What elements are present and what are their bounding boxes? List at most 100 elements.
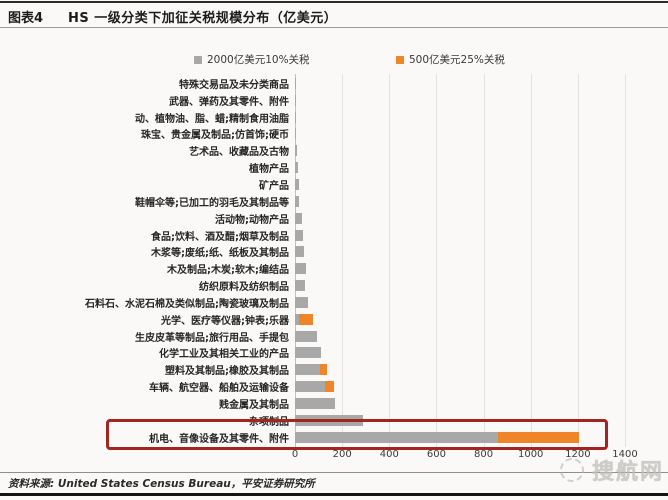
category-label: 食品;饮料、酒及醋;烟草及制品 <box>151 231 289 243</box>
x-tick-label: 1400 <box>612 449 638 460</box>
bar-2000b-segment <box>295 162 298 174</box>
gridline <box>389 74 391 447</box>
legend-label: 2000亿美元10%关税 <box>207 54 310 66</box>
bar-2000b-segment <box>295 145 297 157</box>
category-row: 塑料及其制品;橡胶及其制品 <box>0 361 640 378</box>
bar-2000b-segment <box>295 431 498 443</box>
bar-2000b-segment <box>295 229 304 241</box>
page-title: HS 一级分类下加征关税规模分布（亿美元） <box>68 11 338 26</box>
bottom-rule <box>0 493 668 496</box>
bar-2000b-segment <box>295 381 326 393</box>
category-label: 光学、医疗等仪器;钟表;乐器 <box>161 315 289 327</box>
bar-track <box>295 381 625 393</box>
category-label: 车辆、航空器、船舶及运输设备 <box>149 383 289 395</box>
category-row: 食品;饮料、酒及醋;烟草及制品 <box>0 227 640 244</box>
category-row: 木浆等;废纸;纸、纸板及其制品 <box>0 243 640 260</box>
category-row: 珠宝、贵金属及制品;仿首饰;硬币 <box>0 126 640 143</box>
figure-tag: 图表4 <box>8 11 44 26</box>
header-divider <box>0 27 668 28</box>
bar-track <box>295 330 625 342</box>
category-label: 塑料及其制品;橡胶及其制品 <box>165 366 289 378</box>
category-row: 石料石、水泥石棉及类似制品;陶瓷玻璃及制品 <box>0 294 640 311</box>
x-tick-label: 800 <box>474 449 494 460</box>
bar-track <box>295 431 625 443</box>
chart-rows: 特殊交易品及未分类商品 武器、弹药及其零件、附件动、植物油、脂、蜡;精制食用油脂珠… <box>0 75 640 446</box>
legend-item-500b: 500亿美元25%关税 <box>396 52 505 67</box>
category-row: 贱金属及其制品 <box>0 395 640 412</box>
bar-2000b-segment <box>295 313 299 325</box>
gridline <box>530 74 532 447</box>
top-rule <box>0 1 668 3</box>
bar-2000b-segment <box>295 364 320 376</box>
bar-track <box>295 296 625 308</box>
x-tick-label: 0 <box>291 449 299 460</box>
bar-track <box>295 77 625 89</box>
bar-track <box>295 212 625 224</box>
legend-label: 500亿美元25%关税 <box>409 54 505 66</box>
bar-track <box>295 397 625 409</box>
category-label: 动、植物油、脂、蜡;精制食用油脂 <box>135 113 289 125</box>
bar-2000b-segment <box>295 280 305 292</box>
bar-2000b-segment <box>295 246 305 258</box>
x-tick-label: 1000 <box>517 449 544 460</box>
bar-500b-segment <box>298 313 314 325</box>
category-row: 木及制品;木炭;软木;编结品 <box>0 260 640 277</box>
category-label: 植物产品 <box>249 164 289 176</box>
gridline <box>342 74 344 447</box>
bar-2000b-segment <box>295 347 321 359</box>
category-label: 石料石、水泥石棉及类似制品;陶瓷玻璃及制品 <box>85 298 289 310</box>
gridline <box>295 74 296 447</box>
bar-2000b-segment <box>295 128 297 140</box>
category-row: 纺织原料及纺织制品 <box>0 277 640 294</box>
category-row: 机电、音像设备及其零件、附件 <box>0 429 640 446</box>
category-row: 武器、弹药及其零件、附件 <box>0 92 640 109</box>
category-row: 动、植物油、脂、蜡;精制食用油脂 <box>0 109 640 126</box>
gridline <box>577 74 579 447</box>
bar-track <box>295 263 625 275</box>
category-label: 木及制品;木炭;软木;编结品 <box>167 265 289 277</box>
bar-2000b-segment <box>295 414 364 426</box>
bar-2000b-segment <box>295 195 300 207</box>
category-row: 光学、医疗等仪器;钟表;乐器 <box>0 311 640 328</box>
bar-track <box>295 414 625 426</box>
category-row: 生皮皮革等制品;旅行用品、手提包 <box>0 328 640 345</box>
bar-track <box>295 178 625 190</box>
x-tick-label: 1200 <box>565 449 591 460</box>
bar-track <box>295 246 625 258</box>
x-tick-label: 400 <box>379 449 399 460</box>
bar-2000b-segment <box>295 296 309 308</box>
gridline <box>483 74 485 447</box>
source-note: 资料来源: United States Census Bureau，平安证券研究… <box>8 478 315 490</box>
gridlines <box>295 74 626 447</box>
bar-2000b-segment <box>295 212 302 224</box>
bar-2000b-segment <box>295 178 299 190</box>
chart-legend: 2000亿美元10%关税 500亿美元25%关税 <box>0 52 668 66</box>
category-label: 鞋帽伞等;已加工的羽毛及其制品等 <box>135 197 289 209</box>
bar-track <box>295 162 625 174</box>
bar-2000b-segment <box>295 111 296 123</box>
watermark-text: 搜航网 <box>591 460 664 485</box>
bar-2000b-segment <box>295 397 336 409</box>
orange-swatch-icon <box>396 55 404 64</box>
bar-2000b-segment <box>295 263 306 275</box>
category-row: 车辆、航空器、船舶及运输设备 <box>0 378 640 395</box>
bar-500b-segment <box>497 431 580 443</box>
category-label: 贱金属及其制品 <box>219 399 289 411</box>
category-label: 艺术品、收藏品及古物 <box>189 147 289 159</box>
category-label: 特殊交易品及未分类商品 <box>179 79 289 91</box>
category-label: 生皮皮革等制品;旅行用品、手提包 <box>135 332 289 344</box>
legend-item-2000b: 2000亿美元10%关税 <box>194 52 310 67</box>
category-row: 化学工业及其相关工业的产品 <box>0 345 640 362</box>
bar-track <box>295 229 625 241</box>
category-label: 化学工业及其相关工业的产品 <box>159 349 289 361</box>
category-label: 活动物;动物产品 <box>215 214 289 226</box>
category-label: 木浆等;废纸;纸、纸板及其制品 <box>151 248 289 260</box>
watermark-logo-icon <box>556 454 588 486</box>
watermark: 搜航网 <box>556 454 664 486</box>
category-label: 珠宝、贵金属及制品;仿首饰;硬币 <box>141 130 289 142</box>
category-label: 纺织原料及纺织制品 <box>199 282 289 294</box>
category-row: 活动物;动物产品 <box>0 210 640 227</box>
category-row: 鞋帽伞等;已加工的羽毛及其制品等 <box>0 193 640 210</box>
category-row: 杂项制品 <box>0 412 640 429</box>
x-tick-label: 200 <box>332 449 352 460</box>
